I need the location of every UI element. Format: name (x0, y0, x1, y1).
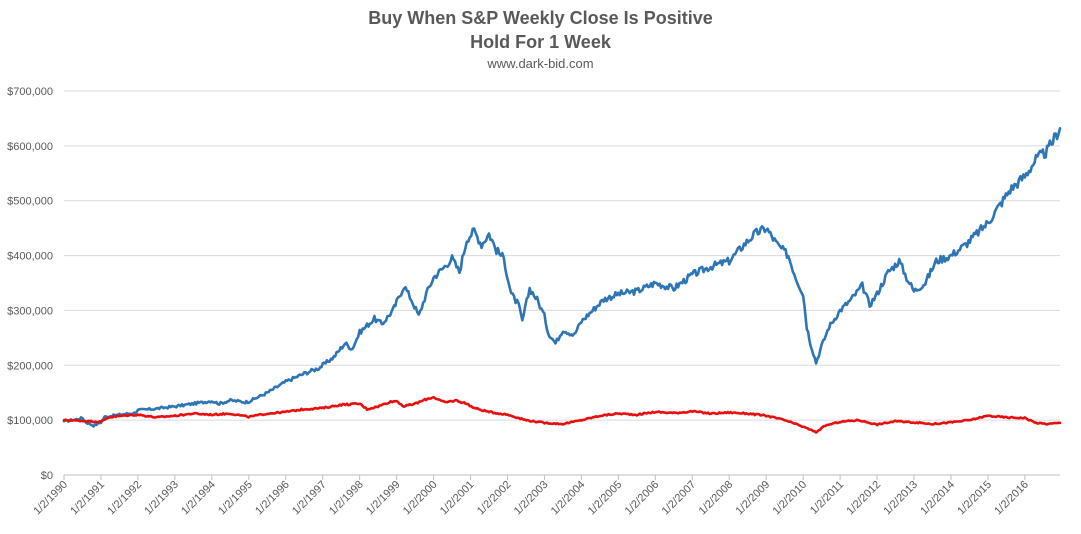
x-tick-label: 1/2/2003 (512, 479, 551, 518)
y-tick-label: $400,000 (7, 251, 53, 263)
series-line-2 (62, 395, 1062, 434)
x-tick-label: 1/2/2014 (918, 479, 957, 518)
x-tick-label: 1/2/1996 (253, 479, 292, 518)
x-tick-label: 1/2/1998 (327, 479, 366, 518)
x-tick-label: 1/2/2005 (586, 479, 625, 518)
x-tick-label: 1/2/2016 (992, 479, 1031, 518)
series-line-1 (62, 127, 1062, 428)
x-tick-label: 1/2/1995 (216, 479, 255, 518)
x-tick-label: 1/2/2006 (623, 479, 662, 518)
x-tick-label: 1/2/2012 (844, 479, 883, 518)
x-tick-label: 1/2/2010 (770, 479, 809, 518)
x-tick-label: 1/2/1990 (31, 479, 70, 518)
title-block: Buy When S&P Weekly Close Is Positive Ho… (0, 6, 1081, 74)
y-tick-label: $600,000 (7, 141, 53, 153)
x-tick-label: 1/2/2001 (438, 479, 477, 518)
x-tick-label: 1/2/2000 (401, 479, 440, 518)
chart-source: www.dark-bid.com (487, 56, 594, 71)
x-tick-label: 1/2/2009 (734, 479, 773, 518)
series-lines (62, 127, 1062, 434)
x-tick-label: 1/2/1993 (142, 479, 181, 518)
x-tick-label: 1/2/2008 (697, 479, 736, 518)
y-tick-label: $0 (41, 470, 53, 482)
y-tick-label: $700,000 (7, 86, 53, 98)
x-tick-label: 1/2/2004 (549, 479, 588, 518)
y-tick-label: $100,000 (7, 415, 53, 427)
x-tick-label: 1/2/1991 (68, 479, 107, 518)
x-tick-label: 1/2/1992 (105, 479, 144, 518)
x-tick-label: 1/2/1999 (364, 479, 403, 518)
x-tick-label: 1/2/2002 (475, 479, 514, 518)
chart-subtitle: Hold For 1 Week (470, 32, 611, 52)
gridlines (64, 90, 1060, 421)
x-tick-label: 1/2/2013 (881, 479, 920, 518)
y-tick-label: $500,000 (7, 196, 53, 208)
y-tick-label: $200,000 (7, 360, 53, 372)
x-tick-label: 1/2/2015 (955, 479, 994, 518)
y-axis-tick-labels: $0 $100,000 $200,000 $300,000 $400,000 $500,0… (7, 86, 53, 482)
x-tick-label: 1/2/2011 (808, 479, 846, 517)
x-axis: 1/2/19901/2/19911/2/19921/2/19931/2/1994… (31, 474, 1060, 518)
x-tick-label: 1/2/1997 (290, 479, 329, 518)
y-tick-label: $300,000 (7, 305, 53, 317)
x-tick-label: 1/2/2007 (660, 479, 699, 518)
x-tick-label: 1/2/1994 (179, 479, 218, 518)
chart-title: Buy When S&P Weekly Close Is Positive (368, 8, 713, 28)
